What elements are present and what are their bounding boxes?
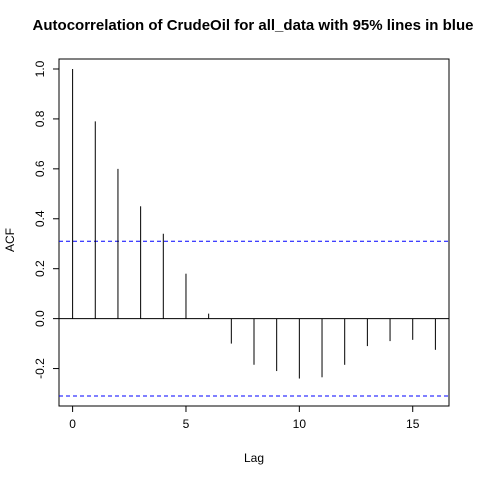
y-tick-label: 0.2	[33, 260, 47, 277]
y-tick-label: 0.6	[33, 160, 47, 177]
y-axis-label: ACF	[3, 228, 17, 252]
x-tick-label: 15	[406, 417, 420, 431]
x-tick-label: 5	[183, 417, 190, 431]
y-tick-label: -0.2	[33, 358, 47, 379]
y-tick-label: 1.0	[33, 60, 47, 77]
y-tick-label: 0.8	[33, 110, 47, 127]
x-axis-label: Lag	[244, 451, 264, 465]
y-tick-label: 0.4	[33, 210, 47, 227]
chart-title: Autocorrelation of CrudeOil for all_data…	[33, 17, 474, 34]
y-tick-label: 0.0	[33, 310, 47, 327]
x-tick-label: 10	[293, 417, 307, 431]
x-tick-label: 0	[69, 417, 76, 431]
plot-frame	[58, 58, 450, 407]
